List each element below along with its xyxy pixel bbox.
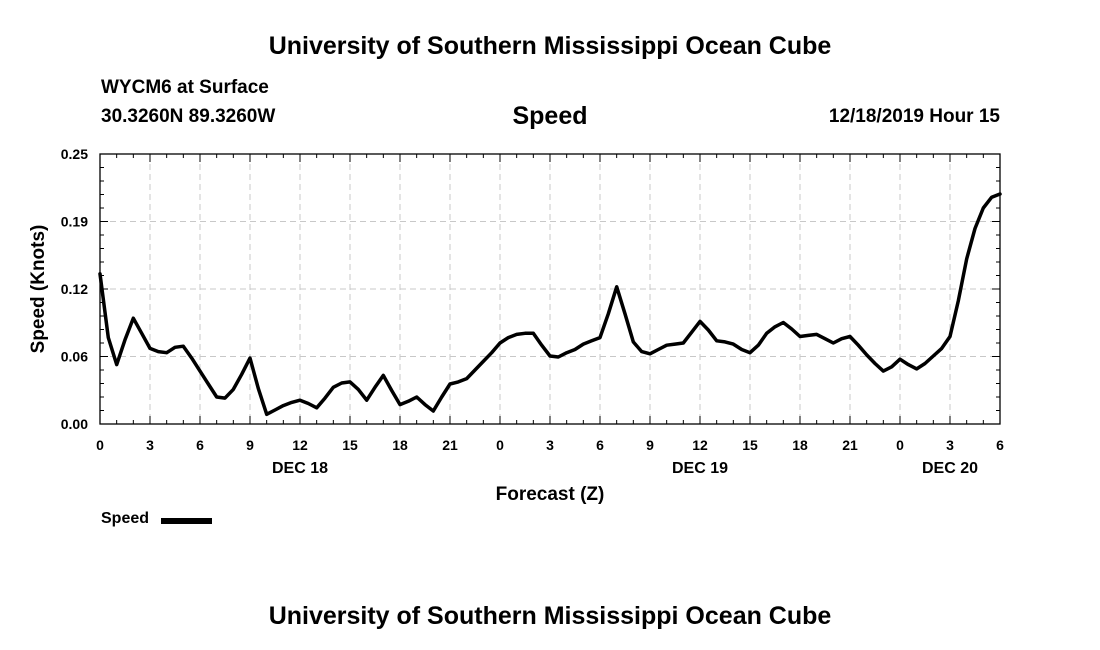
station-label: WYCM6 at Surface (101, 77, 269, 98)
x-axis-title: Forecast (Z) (496, 484, 605, 505)
x-tick-label: 6 (196, 437, 204, 453)
legend-label: Speed (101, 510, 150, 527)
x-tick-label: 15 (342, 437, 358, 453)
x-tick-label: 3 (546, 437, 554, 453)
x-tick-label: 12 (692, 437, 708, 453)
x-tick-label: 0 (896, 437, 904, 453)
day-label: DEC 18 (272, 460, 328, 477)
footer-title: University of Southern Mississippi Ocean… (268, 602, 832, 630)
series-line-speed (98, 192, 1002, 417)
x-tick-label: 18 (392, 437, 408, 453)
x-tick-label: 9 (646, 437, 654, 453)
x-tick-label: 15 (742, 437, 758, 453)
y-tick-label: 0.00 (61, 416, 88, 432)
x-tick-label: 3 (146, 437, 154, 453)
x-tick-label: 21 (442, 437, 458, 453)
chart-title: Speed (512, 102, 588, 130)
x-tick-label: 12 (292, 437, 308, 453)
y-tick-label: 0.12 (61, 281, 88, 297)
day-label: DEC 20 (922, 460, 978, 477)
day-label: DEC 19 (672, 460, 728, 477)
y-tick-label: 0.25 (61, 146, 88, 162)
x-tick-label: 0 (496, 437, 504, 453)
page-title: University of Southern Mississippi Ocean… (268, 32, 832, 60)
datetime-label: 12/18/2019 Hour 15 (828, 106, 1000, 127)
x-tick-label: 3 (946, 437, 954, 453)
legend-swatch (161, 518, 212, 524)
x-tick-label: 0 (96, 437, 104, 453)
x-tick-label: 6 (596, 437, 604, 453)
x-tick-label: 6 (996, 437, 1004, 453)
legend: Speed (101, 510, 149, 530)
y-tick-label: 0.19 (61, 214, 88, 230)
x-tick-label: 18 (792, 437, 808, 453)
x-tick-label: 9 (246, 437, 254, 453)
coordinates-label: 30.3260N 89.3260W (101, 106, 276, 127)
x-tick-label: 21 (842, 437, 858, 453)
y-axis-title: Speed (Knots) (28, 225, 49, 354)
y-tick-label: 0.06 (61, 349, 88, 365)
